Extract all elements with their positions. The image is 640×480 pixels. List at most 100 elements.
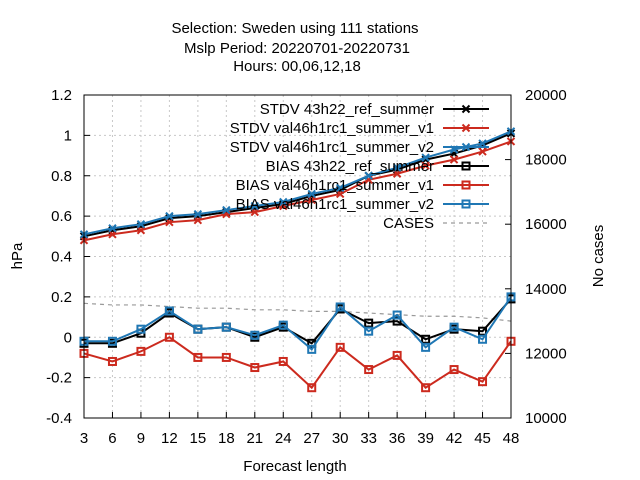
title-line-2: Mslp Period: 20220701-20220731 — [184, 40, 410, 57]
data-point — [364, 171, 373, 180]
y2-axis-label: No cases — [590, 225, 607, 288]
y2-tick-label: 10000 — [525, 410, 567, 427]
data-point — [221, 352, 231, 362]
data-point — [421, 383, 431, 393]
series-line — [83, 140, 512, 242]
data-point — [364, 318, 374, 328]
y-tick-label: 0.8 — [51, 168, 72, 185]
data-point — [250, 201, 260, 211]
data-point — [193, 352, 203, 362]
legend-label: CASES — [383, 215, 434, 232]
x-tick-label: 21 — [246, 430, 263, 447]
data-point — [421, 161, 430, 170]
y2-tick-label: 18000 — [525, 152, 567, 169]
data-point — [107, 336, 117, 346]
y-tick-label: 0.4 — [51, 249, 72, 266]
y-tick-label: -0.2 — [46, 370, 72, 387]
data-point — [364, 365, 374, 375]
legend-swatch-marker — [461, 161, 471, 171]
y-axis-label: hPa — [9, 242, 26, 269]
data-point — [421, 334, 431, 344]
y-tick-label: 0.2 — [51, 289, 72, 306]
data-point — [478, 377, 488, 387]
x-tick-label: 27 — [303, 430, 320, 447]
legend-swatch-marker — [461, 104, 471, 114]
data-point — [136, 219, 146, 229]
legend-swatch-marker — [461, 142, 471, 152]
legend-swatch-marker — [461, 180, 471, 190]
data-point — [193, 209, 203, 219]
y-tick-label: -0.4 — [46, 410, 72, 427]
data-point — [392, 350, 402, 360]
data-point — [364, 326, 374, 336]
chart-title: Selection: Sweden using 111 stations Msl… — [171, 20, 418, 75]
data-point — [107, 356, 117, 366]
data-point — [335, 183, 345, 193]
legend-swatch-marker — [461, 199, 471, 209]
y2-tick-label: 16000 — [525, 216, 567, 233]
series-line — [83, 302, 512, 322]
series-line — [83, 132, 512, 238]
series-line — [83, 336, 512, 390]
y-tick-label: 0 — [64, 329, 72, 346]
series-line — [84, 296, 512, 351]
x-tick-label: 12 — [161, 430, 178, 447]
data-point — [449, 155, 459, 164]
x-tick-label: 42 — [446, 430, 463, 447]
x-tick-label: 48 — [503, 430, 520, 447]
legend: STDV 43h22_ref_summer STDV val46h1rc1_sum… — [230, 101, 489, 232]
data-point — [392, 163, 402, 172]
x-tick-label: 45 — [474, 430, 491, 447]
y-tick-label: 1 — [64, 127, 72, 144]
data-point — [449, 365, 459, 375]
data-point — [221, 322, 231, 332]
x-tick-label: 33 — [360, 430, 377, 447]
series-3 — [79, 294, 516, 348]
data-point — [478, 139, 487, 148]
x-tick-label: 36 — [389, 430, 406, 447]
series-4 — [79, 332, 516, 393]
data-point — [335, 302, 345, 312]
data-point — [307, 383, 317, 393]
legend-label: BIAS val46h1rc1_summer_v2 — [236, 196, 434, 213]
series-line — [83, 130, 512, 236]
y2-tick-label: 12000 — [525, 345, 567, 362]
legend-label: BIAS val46h1rc1_summer_v1 — [236, 177, 434, 194]
x-tick-label: 39 — [417, 430, 434, 447]
data-point — [478, 147, 487, 156]
x-tick-label: 9 — [137, 430, 145, 447]
data-point — [279, 197, 288, 207]
data-point — [478, 326, 488, 336]
data-point — [164, 306, 174, 316]
data-point — [136, 324, 146, 334]
data-point — [193, 324, 203, 334]
x-tick-label: 6 — [108, 430, 116, 447]
y2-tick-label: 20000 — [525, 87, 567, 104]
legend-label: STDV val46h1rc1_summer_v1 — [230, 120, 434, 137]
y-tick-label: 1.2 — [51, 87, 72, 104]
data-point — [421, 153, 430, 162]
legend-swatch-marker — [461, 123, 471, 133]
title-line-1: Selection: Sweden using 111 stations — [171, 20, 418, 37]
data-point — [307, 189, 316, 199]
x-axis-label: Forecast length — [243, 458, 346, 475]
y2-tick-label: 14000 — [525, 281, 567, 298]
x-tick-label: 30 — [332, 430, 349, 447]
y-tick-label: 0.6 — [51, 208, 72, 225]
data-point — [335, 342, 345, 352]
data-point — [307, 344, 317, 354]
legend-label: BIAS 43h22_ref_summer — [266, 158, 434, 175]
data-point — [222, 205, 231, 215]
data-point — [136, 346, 146, 356]
series-6 — [83, 302, 512, 322]
legend-label: STDV 43h22_ref_summer — [260, 101, 434, 118]
data-point — [478, 334, 488, 344]
series-5 — [79, 292, 516, 354]
data-point — [278, 320, 288, 330]
data-point — [278, 356, 288, 366]
data-point — [449, 322, 459, 332]
x-tick-label: 3 — [80, 430, 88, 447]
plot-frame — [83, 94, 512, 419]
data-point — [250, 363, 260, 373]
data-point — [108, 224, 117, 233]
